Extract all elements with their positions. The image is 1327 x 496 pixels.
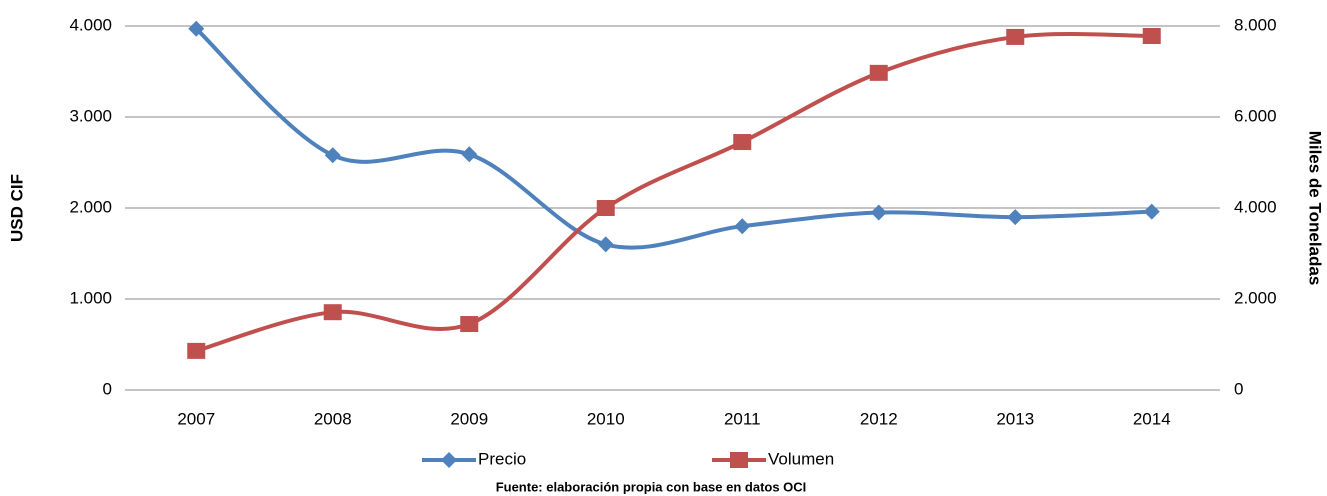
data-point bbox=[187, 342, 206, 359]
series-line bbox=[195, 31, 1152, 353]
data-point bbox=[460, 316, 479, 333]
legend-label: Volumen bbox=[768, 449, 834, 468]
x-tick-label: 2010 bbox=[587, 409, 625, 428]
y2-tick-label: 2.000 bbox=[1234, 288, 1277, 307]
source-note: Fuente: elaboración propia con base en d… bbox=[496, 479, 807, 494]
data-point bbox=[734, 218, 751, 235]
data-point bbox=[869, 64, 888, 81]
data-point bbox=[323, 304, 342, 321]
y-tick-label: 4.000 bbox=[69, 15, 112, 34]
data-point bbox=[461, 146, 478, 163]
data-point bbox=[596, 200, 615, 216]
y2-tick-label: 0 bbox=[1234, 379, 1243, 398]
data-point bbox=[1142, 28, 1161, 45]
y2-axis-title: Miles de Toneladas bbox=[1306, 131, 1325, 286]
x-tick-label: 2013 bbox=[996, 409, 1034, 428]
legend-marker bbox=[441, 452, 457, 468]
y2-tick-label: 8.000 bbox=[1234, 15, 1277, 34]
data-point bbox=[324, 147, 341, 164]
legend-marker bbox=[730, 452, 748, 468]
data-point bbox=[870, 204, 887, 221]
y-tick-label: 0 bbox=[103, 379, 112, 398]
y2-tick-label: 6.000 bbox=[1234, 106, 1277, 125]
y-tick-label: 2.000 bbox=[69, 197, 112, 216]
data-point bbox=[733, 134, 752, 151]
data-point bbox=[1007, 209, 1024, 226]
x-tick-label: 2008 bbox=[314, 409, 352, 428]
x-tick-label: 2011 bbox=[724, 409, 761, 428]
data-point bbox=[188, 20, 205, 37]
x-tick-label: 2012 bbox=[860, 409, 898, 428]
y-tick-label: 1.000 bbox=[69, 288, 112, 307]
series-line bbox=[194, 27, 1152, 250]
y-tick-label: 3.000 bbox=[69, 106, 112, 125]
data-point bbox=[1143, 203, 1160, 220]
x-tick-label: 2007 bbox=[177, 409, 215, 428]
y-axis-title: USD CIF bbox=[7, 174, 26, 242]
data-point bbox=[1006, 28, 1025, 45]
x-tick-label: 2009 bbox=[450, 409, 488, 428]
x-tick-label: 2014 bbox=[1133, 409, 1171, 428]
legend-label: Precio bbox=[478, 449, 526, 468]
data-point bbox=[597, 236, 614, 253]
y2-tick-label: 4.000 bbox=[1234, 197, 1277, 216]
